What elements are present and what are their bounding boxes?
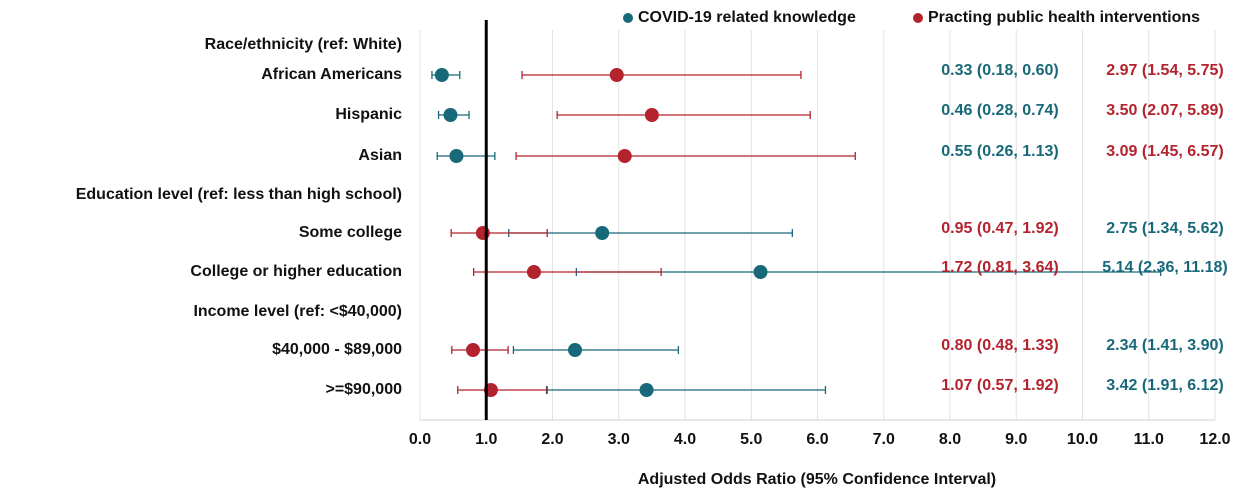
point — [449, 149, 464, 163]
point — [644, 108, 659, 122]
category-label: Some college — [299, 224, 402, 241]
point — [466, 343, 480, 357]
x-tick-label: 10.0 — [1067, 431, 1098, 448]
value-label: 0.33 (0.18, 0.60) — [941, 62, 1058, 79]
category-label: African Americans — [261, 66, 402, 83]
value-label: 2.75 (1.34, 5.62) — [1106, 220, 1223, 237]
x-tick-label: 0.0 — [409, 431, 431, 448]
point — [595, 226, 610, 240]
x-tick-label: 1.0 — [475, 431, 497, 448]
value-label: 3.50 (2.07, 5.89) — [1106, 102, 1223, 119]
value-label: 2.97 (1.54, 5.75) — [1106, 62, 1223, 79]
value-label: 3.42 (1.91, 6.12) — [1106, 377, 1223, 394]
point — [526, 265, 541, 279]
point — [639, 383, 654, 397]
point — [609, 68, 624, 82]
group-header: Education level (ref: less than high sch… — [76, 186, 402, 203]
category-label: Hispanic — [335, 106, 402, 123]
group-header: Race/ethnicity (ref: White) — [205, 36, 402, 53]
x-tick-label: 2.0 — [541, 431, 563, 448]
point — [434, 68, 449, 82]
x-tick-label: 6.0 — [806, 431, 828, 448]
value-label: 1.07 (0.57, 1.92) — [941, 377, 1058, 394]
value-label: 3.09 (1.45, 6.57) — [1106, 143, 1223, 160]
point — [568, 343, 583, 357]
x-tick-label: 12.0 — [1199, 431, 1230, 448]
x-tick-label: 8.0 — [939, 431, 961, 448]
x-tick-label: 7.0 — [873, 431, 895, 448]
value-label: 0.46 (0.28, 0.74) — [941, 102, 1058, 119]
legend-marker — [623, 13, 633, 23]
legend-marker — [913, 13, 923, 23]
category-label: $40,000 - $89,000 — [272, 341, 402, 358]
legend-label: Practing public health interventions — [928, 9, 1200, 26]
point — [475, 226, 490, 240]
point — [753, 265, 768, 279]
value-label: 2.34 (1.41, 3.90) — [1106, 337, 1223, 354]
value-label: 1.72 (0.81, 3.64) — [941, 259, 1058, 276]
point — [617, 149, 632, 163]
value-label: 0.95 (0.47, 1.92) — [941, 220, 1058, 237]
x-tick-label: 11.0 — [1134, 431, 1164, 448]
value-label: 0.80 (0.48, 1.33) — [941, 337, 1058, 354]
value-label: 5.14 (2.36, 11.18) — [1102, 259, 1227, 276]
x-tick-label: 4.0 — [674, 431, 696, 448]
point — [443, 108, 458, 122]
legend-label: COVID-19 related knowledge — [638, 9, 856, 26]
x-tick-label: 9.0 — [1005, 431, 1027, 448]
x-tick-label: 3.0 — [608, 431, 630, 448]
category-label: >=$90,000 — [325, 381, 402, 398]
category-label: Asian — [358, 147, 402, 164]
category-label: College or higher education — [190, 263, 402, 280]
value-label: 0.55 (0.26, 1.13) — [941, 143, 1058, 160]
x-axis-title: Adjusted Odds Ratio (95% Confidence Inte… — [638, 471, 996, 488]
group-header: Income level (ref: <$40,000) — [193, 303, 402, 320]
x-tick-label: 5.0 — [740, 431, 762, 448]
